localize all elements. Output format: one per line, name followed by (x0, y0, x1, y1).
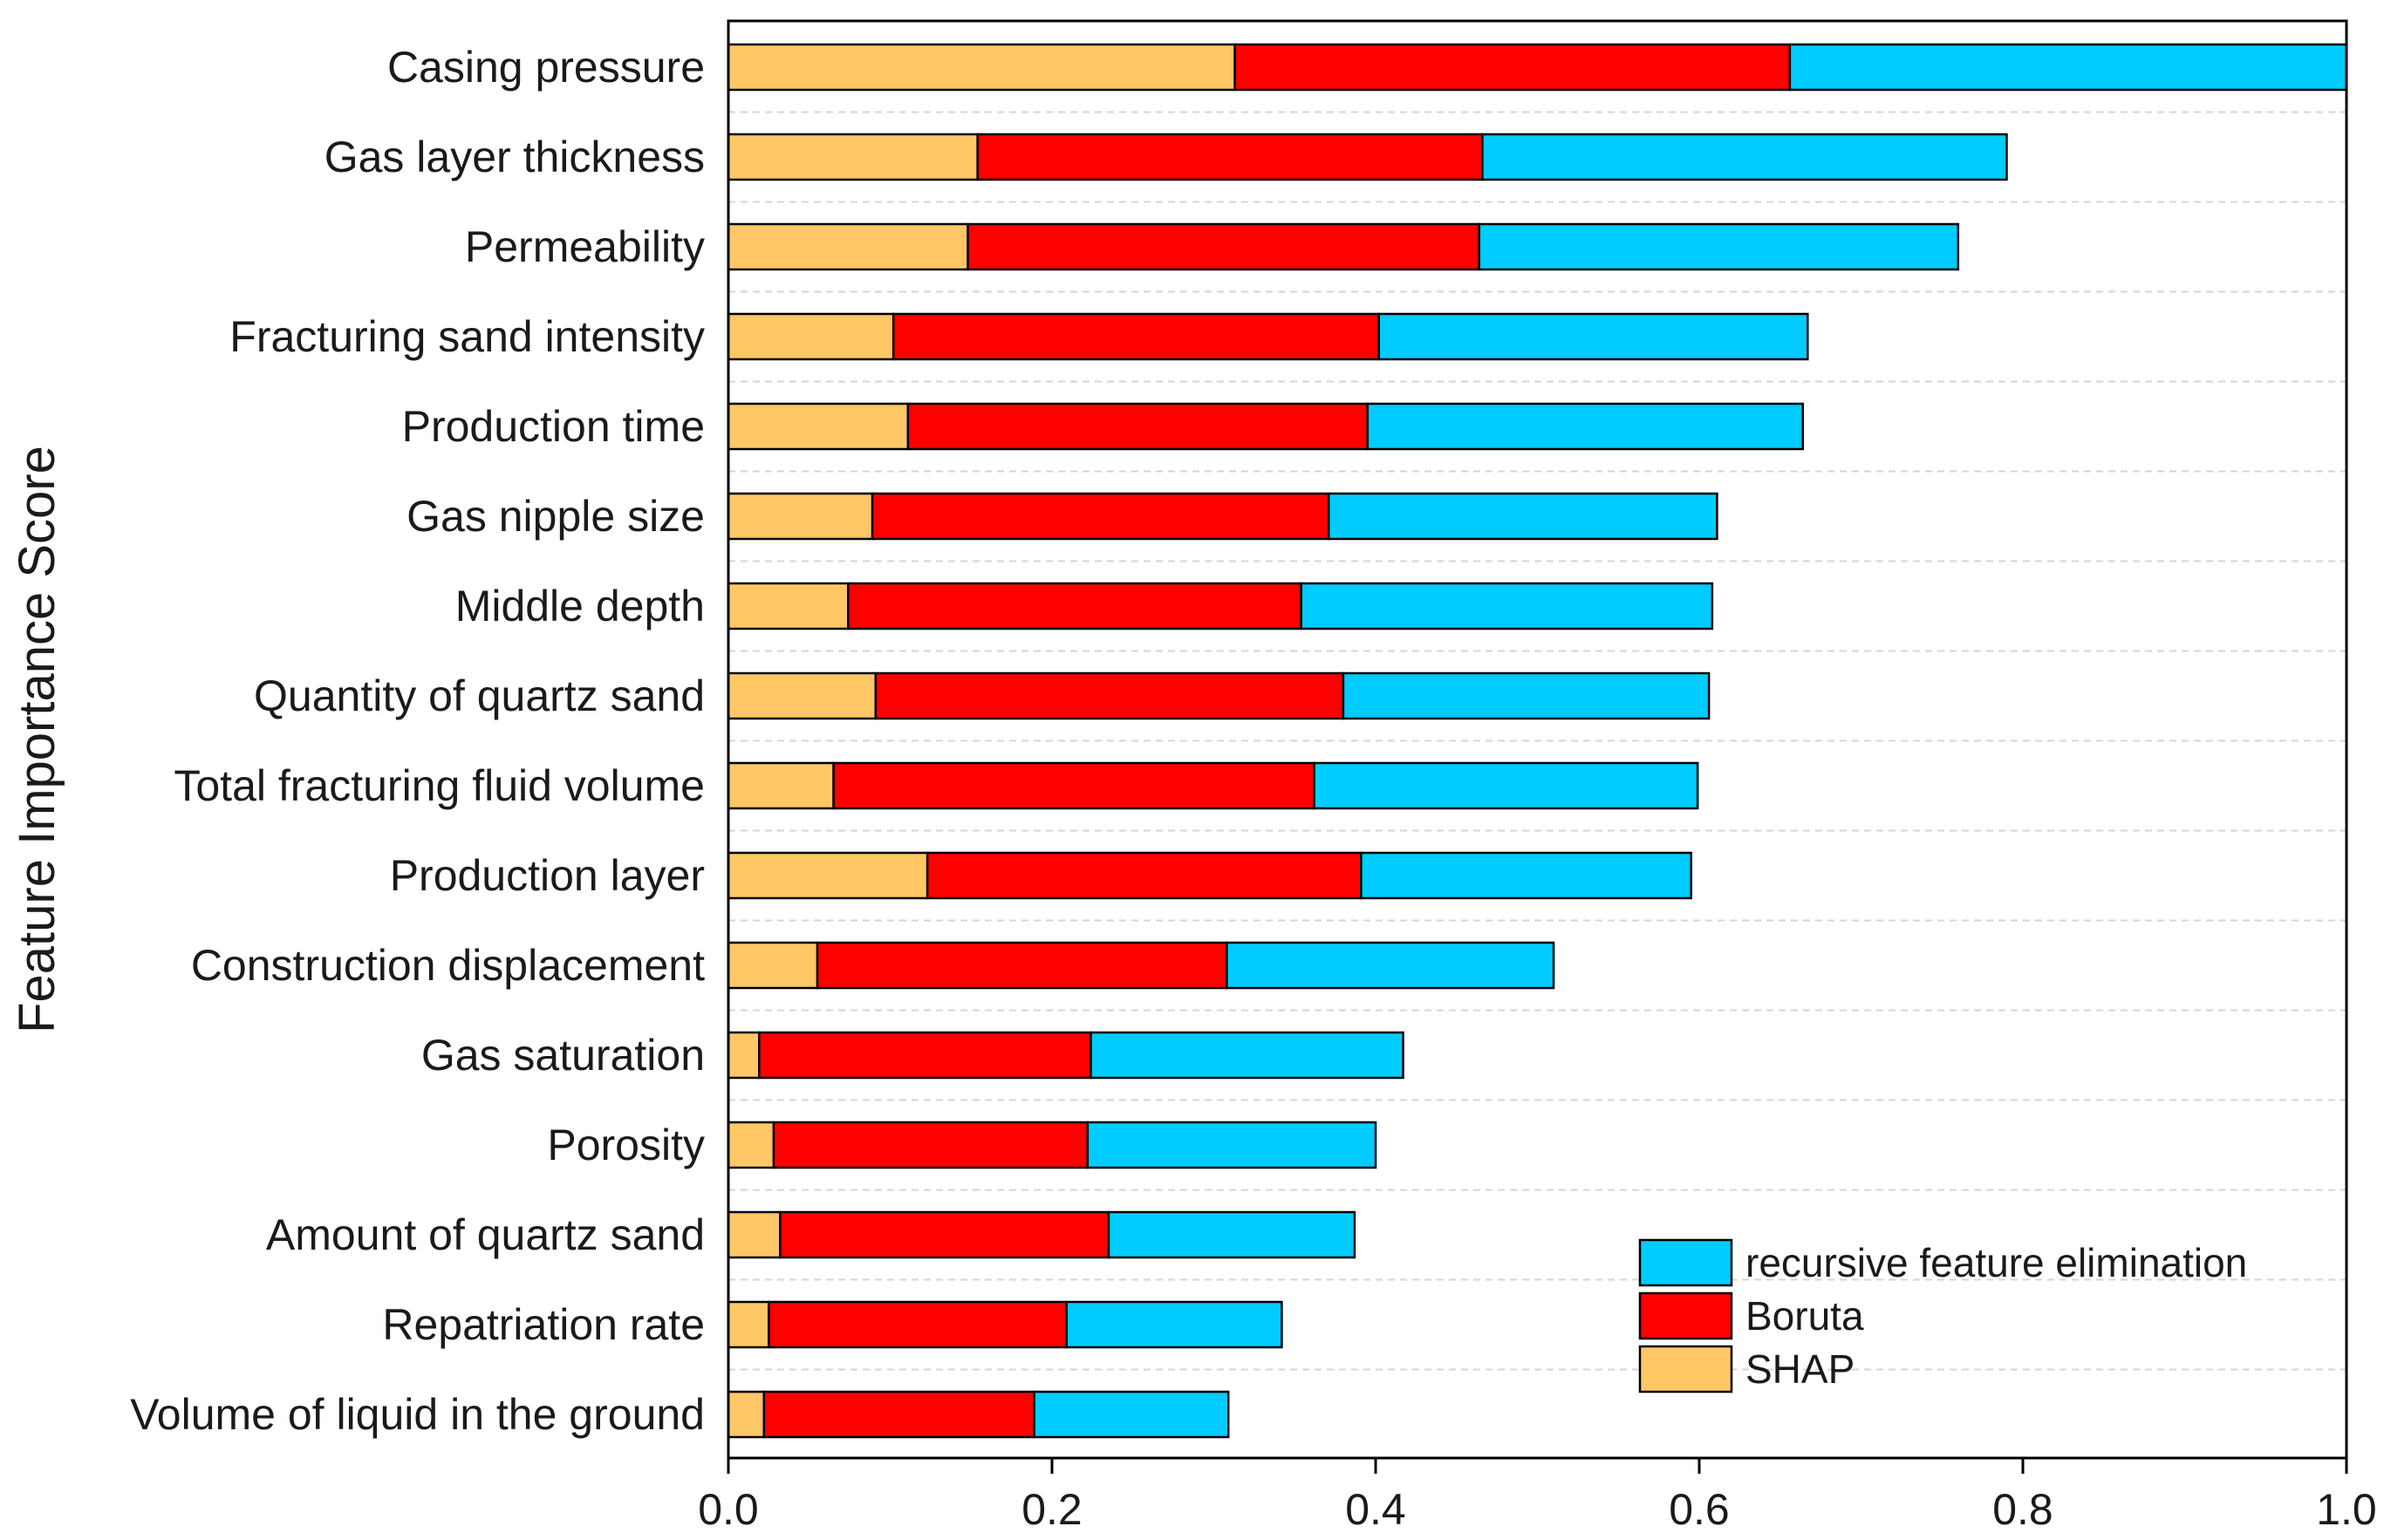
bar-recursive-feature-elimination (1481, 133, 2008, 181)
bar-recursive-feature-elimination (1377, 312, 1809, 361)
category-label: Construction displacement (191, 941, 705, 990)
x-tick-label: 0.8 (1992, 1485, 2053, 1534)
category-label: Quantity of quartz sand (254, 671, 705, 720)
category-label: Porosity (547, 1121, 705, 1169)
bar-boruta (816, 941, 1228, 990)
legend-swatch (1638, 1345, 1733, 1393)
gridlines (728, 111, 2346, 1371)
bar-boruta (768, 1300, 1068, 1349)
bar-shap (727, 492, 874, 541)
category-label: Total fracturing fluid volume (174, 761, 705, 810)
category-label: Middle depth (455, 582, 705, 630)
bar-shap (727, 1121, 775, 1169)
category-labels: Casing pressure Gas layer thickness Permea… (130, 43, 705, 1439)
bar-recursive-feature-elimination (1313, 761, 1699, 810)
y-axis-title: Feature Importance Score (9, 446, 65, 1033)
bar-recursive-feature-elimination (1342, 671, 1711, 720)
bar-shap (727, 761, 835, 810)
bar-boruta (976, 133, 1484, 181)
bar-shap (727, 671, 878, 720)
x-axis-ticks: 0.0 0.2 0.4 0.6 0.8 1.0 (698, 1458, 2377, 1534)
bar-recursive-feature-elimination (1300, 582, 1714, 630)
bar-recursive-feature-elimination (1478, 222, 1960, 271)
bar-recursive-feature-elimination (1226, 941, 1555, 990)
bar-boruta (891, 312, 1380, 361)
legend-label: SHAP (1745, 1346, 1855, 1392)
bar-recursive-feature-elimination (1327, 492, 1718, 541)
x-tick-label: 0.2 (1021, 1485, 1083, 1534)
category-label: Production layer (390, 851, 705, 900)
bar-recursive-feature-elimination (1065, 1300, 1283, 1349)
category-label: Gas saturation (421, 1031, 705, 1080)
category-label: Gas nipple size (406, 492, 705, 541)
bar-shap (727, 1300, 770, 1349)
bar-boruta (847, 582, 1302, 630)
bar-recursive-feature-elimination (1033, 1390, 1230, 1439)
category-label: Gas layer thickness (324, 133, 705, 181)
bar-recursive-feature-elimination (1360, 851, 1692, 900)
legend-label: Boruta (1745, 1293, 1864, 1339)
bar-boruta (832, 761, 1315, 810)
category-label: Production time (402, 402, 705, 451)
bar-shap (727, 222, 969, 271)
bar-boruta (772, 1121, 1090, 1169)
bar-boruta (1233, 43, 1792, 92)
bar-recursive-feature-elimination (1366, 402, 1804, 451)
bar-recursive-feature-elimination (1086, 1121, 1377, 1169)
x-tick-label: 0.6 (1669, 1485, 1730, 1534)
legend-swatch (1638, 1238, 1733, 1287)
bar-boruta (757, 1031, 1092, 1080)
x-tick-label: 0.0 (698, 1485, 759, 1534)
bars (727, 43, 2348, 1439)
plot-frame (727, 19, 2348, 1460)
bar-recursive-feature-elimination (1788, 43, 2348, 92)
legend-label: recursive feature elimination (1745, 1240, 2247, 1285)
bar-shap (727, 133, 979, 181)
bar-boruta (871, 492, 1330, 541)
bar-shap (727, 941, 819, 990)
x-tick-label: 1.0 (2316, 1485, 2377, 1534)
x-tick-label: 0.4 (1345, 1485, 1406, 1534)
bar-boruta (926, 851, 1363, 900)
legend: recursive feature elimination Boruta SHAP (1638, 1238, 2247, 1393)
bar-shap (727, 402, 910, 451)
category-label: Volume of liquid in the ground (130, 1390, 705, 1439)
legend-swatch (1638, 1291, 1733, 1340)
category-label: Repatriation rate (382, 1300, 705, 1349)
bar-recursive-feature-elimination (1107, 1210, 1356, 1259)
category-label: Fracturing sand intensity (229, 312, 705, 361)
bar-shap (727, 851, 929, 900)
bar-boruta (762, 1390, 1035, 1439)
bar-recursive-feature-elimination (1090, 1031, 1404, 1080)
category-label: Permeability (465, 222, 705, 271)
bar-boruta (874, 671, 1345, 720)
bar-shap (727, 43, 1236, 92)
bar-shap (727, 312, 895, 361)
bar-shap (727, 582, 850, 630)
category-label: Casing pressure (387, 43, 705, 92)
bar-shap (727, 1210, 782, 1259)
bar-boruta (906, 402, 1369, 451)
bar-shap (727, 1390, 766, 1439)
bar-boruta (967, 222, 1480, 271)
category-label: Amount of quartz sand (266, 1210, 705, 1259)
bar-boruta (779, 1210, 1110, 1259)
bar-shap (727, 1031, 761, 1080)
